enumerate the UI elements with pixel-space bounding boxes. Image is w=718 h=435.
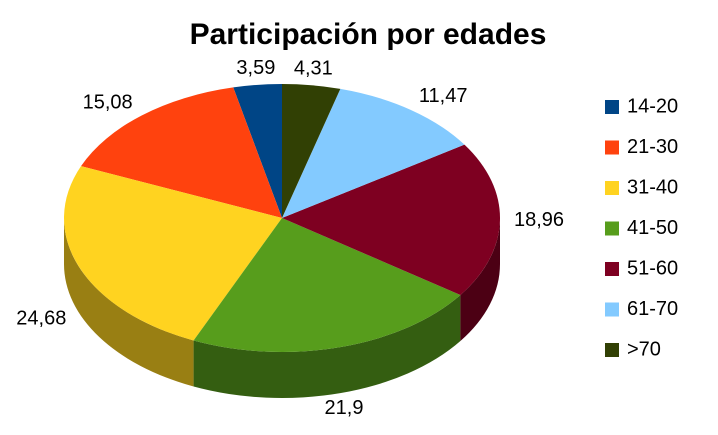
legend-swatch	[605, 302, 619, 317]
legend-label: >70	[627, 338, 661, 360]
legend-label: 61-70	[627, 298, 678, 320]
pie-slice	[233, 84, 282, 218]
legend-swatch	[605, 221, 619, 236]
pie-slice	[81, 87, 282, 218]
data-label: 15,08	[83, 91, 133, 113]
pie-side	[193, 295, 461, 398]
data-label: 3,59	[236, 57, 275, 79]
data-label: 4,31	[294, 58, 333, 80]
data-label: 24,68	[16, 308, 66, 330]
pie-slice	[282, 84, 341, 218]
pie-side	[460, 218, 500, 342]
data-label: 21,9	[325, 397, 364, 419]
legend-swatch	[605, 262, 619, 276]
data-label: 11,47	[419, 85, 468, 107]
legend-swatch	[605, 343, 619, 357]
legend-label: 31-40	[627, 176, 678, 198]
legend-label: 14-20	[627, 95, 678, 117]
pie-slice	[64, 166, 282, 341]
legend-swatch	[605, 181, 619, 195]
pie-slice	[282, 88, 465, 219]
legend-swatch	[605, 140, 619, 155]
legend-label: 51-60	[627, 257, 678, 279]
legend-label: 41-50	[627, 217, 678, 239]
pie-slice	[282, 144, 500, 296]
legend-label: 21-30	[627, 136, 678, 158]
pie-slice	[193, 218, 461, 352]
chart-title: Participación por edades	[190, 18, 547, 51]
pie-side	[64, 218, 194, 387]
legend-swatch	[605, 100, 619, 114]
data-label: 18,96	[514, 209, 564, 231]
